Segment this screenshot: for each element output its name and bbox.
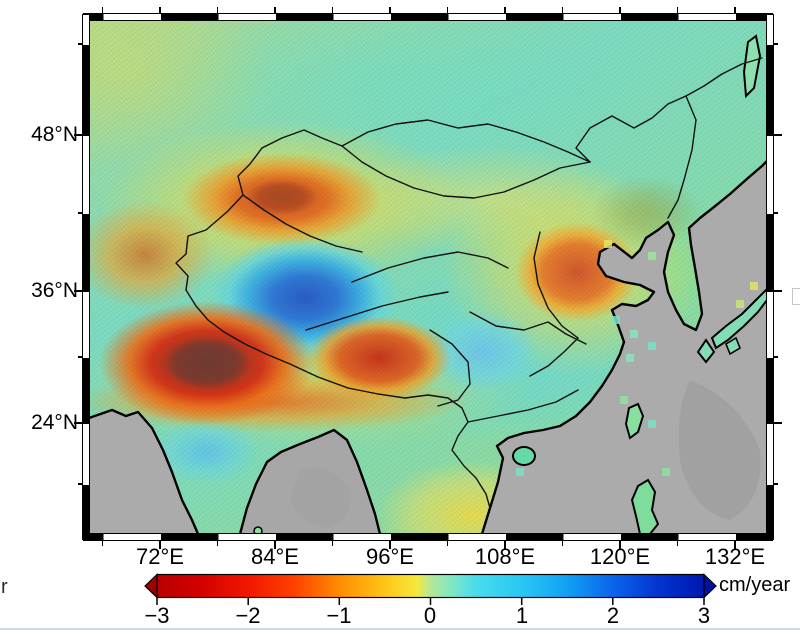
luzon-island [630,478,660,534]
tick-mark [676,541,679,546]
bengal-shade [290,467,351,528]
tick-mark [504,7,506,13]
tick-mark [78,483,82,485]
colorbar-right-arrow [703,573,717,599]
tick-mark [74,134,82,136]
tick-mark [159,541,161,549]
cb-tick-minus1: −1 [326,603,352,628]
taiwan-island [624,402,645,440]
japan-honshu [710,288,767,350]
cb-tick-minus2: −2 [235,603,261,628]
lon-label-132e: 132°E [704,544,766,569]
map-raster [89,20,767,534]
east-asia-coastline [480,159,767,534]
tick-mark [774,422,782,424]
tick-mark [676,7,679,13]
sakhalin-island [742,34,762,99]
cb-tick-3: 3 [697,603,711,628]
tick-mark [774,134,782,136]
lat-label-48n: 48°N [31,123,78,146]
lon-label-108e: 108°E [474,544,536,569]
india-west-coastline [89,408,200,534]
sri-lanka [253,526,263,534]
frame-right-band [766,14,774,540]
tick-mark [216,7,219,13]
cb-tick-2: 2 [606,603,620,628]
lat-label-24n: 24°N [31,411,78,434]
lat-label-36n: 36°N [31,279,78,302]
arabian-sea [89,410,198,534]
japan-shikoku [725,336,741,356]
map-vector-layer [89,34,767,534]
colorbar-ticks [156,597,705,605]
tick-mark [389,7,391,13]
tick-mark [274,7,276,13]
colorbar-unit-label: cm/year [719,574,791,596]
frame-left-band [82,14,90,540]
tick-mark [78,43,82,45]
colorbar-left-arrow [144,573,158,599]
bottom-edge-strip [0,628,800,630]
tick-mark [734,541,736,549]
tick-mark [774,290,782,292]
cropped-left-label-fragment: r [1,576,8,598]
tick-mark [389,541,391,549]
cb-tick-minus3: −3 [144,603,170,628]
tick-mark [159,7,161,13]
cb-tick-0: 0 [423,603,437,628]
hainan-island [512,446,536,466]
lon-label-120e: 120°E [589,544,651,569]
lon-label-84e: 84°E [251,544,299,569]
coastal-data-cells [516,240,758,476]
tick-mark [504,541,506,549]
tick-mark [78,356,82,358]
cb-tick-1: 1 [515,603,529,628]
tick-mark [774,356,778,358]
tick-mark [561,541,564,546]
tick-mark [331,541,334,546]
lon-label-96e: 96°E [366,544,414,569]
tick-mark [774,43,778,45]
tick-mark [774,483,778,485]
tick-mark [274,541,276,549]
deep-sea-shade [678,380,761,520]
tick-mark [446,541,449,546]
border-lines [175,57,763,509]
japan-kyushu [696,338,716,364]
tick-mark [101,7,104,13]
colorbar-gradient-bar [156,573,705,599]
tick-mark [446,7,449,13]
tick-mark [78,212,82,214]
tick-mark [101,541,104,546]
tick-mark [216,541,219,546]
tick-mark [619,541,621,549]
bay-of-bengal-coastline [238,428,382,534]
tick-mark [561,7,564,13]
tick-mark [774,212,778,214]
tick-mark [734,7,736,13]
tick-mark [619,7,621,13]
tick-mark [331,7,334,13]
tick-mark [74,422,82,424]
cropped-bracket-artifact [792,288,800,305]
lon-label-72e: 72°E [136,544,184,569]
tick-mark [74,290,82,292]
